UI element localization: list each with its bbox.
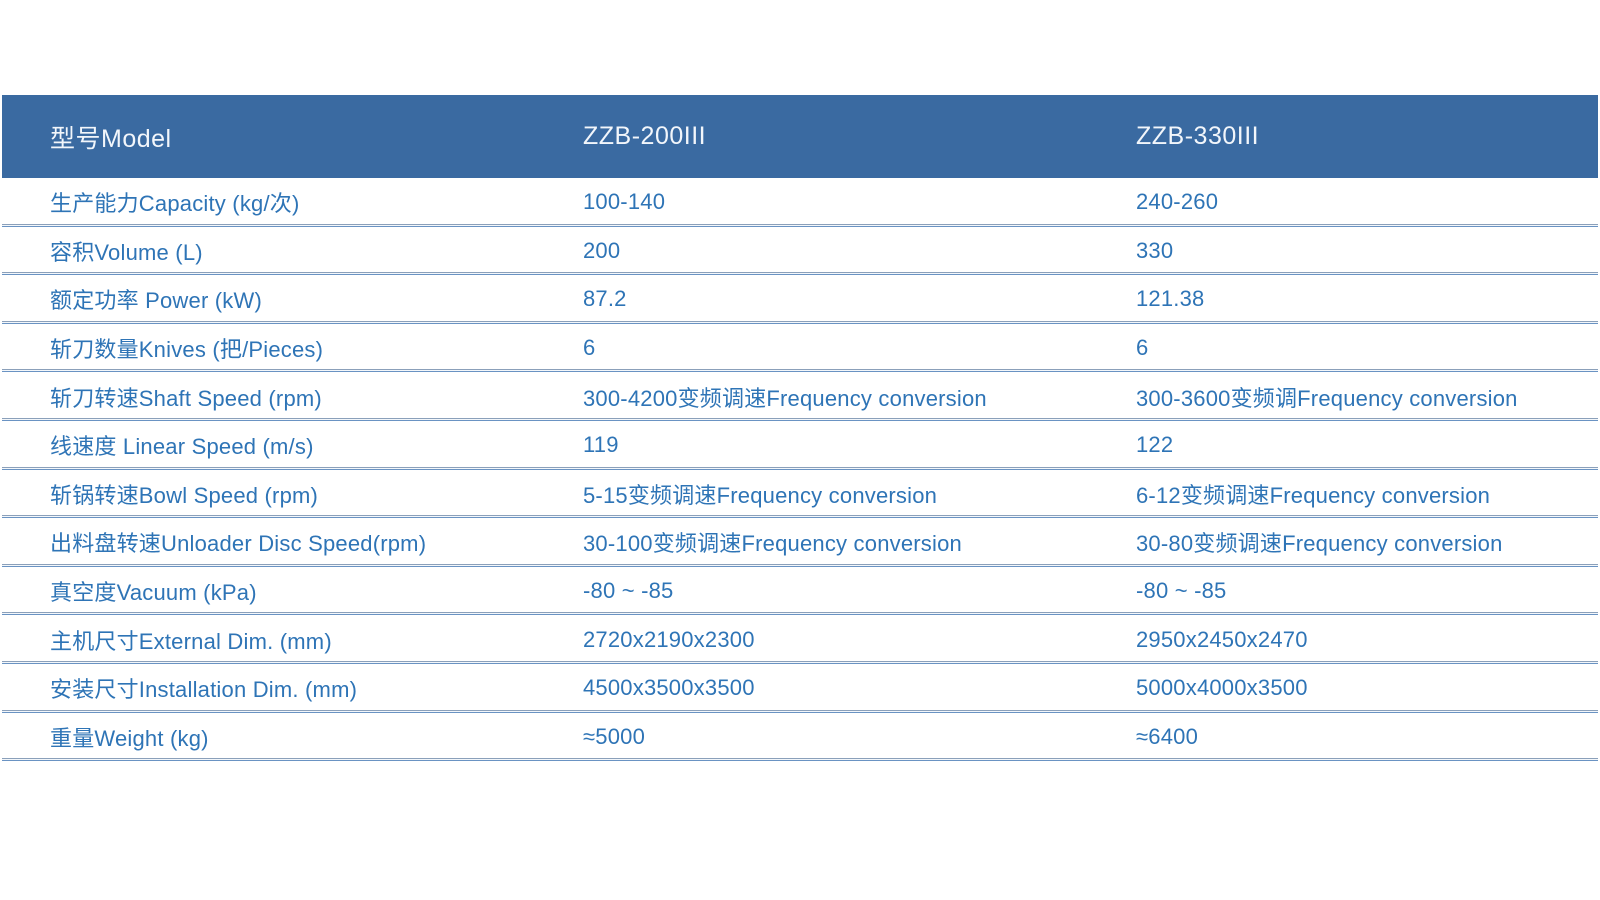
row-value-zzb330: -80 ~ -85 xyxy=(1136,578,1227,604)
table-row: 重量Weight (kg) ≈5000 ≈6400 xyxy=(2,712,1598,762)
row-label: 斩刀数量Knives (把/Pieces) xyxy=(50,337,324,363)
row-value-zzb200: 2720x2190x2300 xyxy=(583,626,755,652)
row-value-zzb200: -80 ~ -85 xyxy=(583,578,674,604)
table-row: 斩锅转速Bowl Speed (rpm) 5-15变频调速Frequency c… xyxy=(2,469,1598,519)
row-label: 生产能力Capacity (kg/次) xyxy=(50,191,300,217)
row-label: 斩刀转速Shaft Speed (rpm) xyxy=(50,385,322,411)
row-value-zzb330: 240-260 xyxy=(1136,189,1219,215)
row-value-zzb200: 119 xyxy=(583,432,619,458)
row-value-zzb330: 330 xyxy=(1136,237,1174,263)
row-label: 容积Volume (L) xyxy=(50,239,203,265)
table-row: 额定功率 Power (kW) 87.2 121.38 xyxy=(2,275,1598,324)
row-label: 重量Weight (kg) xyxy=(50,725,209,751)
table-row: 生产能力Capacity (kg/次) 100-140 240-260 xyxy=(2,178,1598,227)
row-value-zzb330: 6 xyxy=(1136,335,1149,361)
table-row: 线速度 Linear Speed (m/s) 119 122 xyxy=(2,420,1598,470)
row-label: 线速度 Linear Speed (m/s) xyxy=(50,434,314,460)
table-row: 安装尺寸Installation Dim. (mm) 4500x3500x350… xyxy=(2,663,1598,713)
table-row: 容积Volume (L) 200 330 xyxy=(2,226,1598,276)
spec-table: 型号Model ZZB-200III ZZB-330III 生产能力Capaci… xyxy=(2,95,1598,762)
row-value-zzb330: 122 xyxy=(1136,432,1174,458)
row-label: 安装尺寸Installation Dim. (mm) xyxy=(50,677,358,703)
row-value-zzb200: 100-140 xyxy=(583,189,666,215)
row-value-zzb200: 6 xyxy=(583,335,596,361)
header-zzb330-label: ZZB-330III xyxy=(1136,122,1260,150)
header-zzb200-label: ZZB-200III xyxy=(583,122,707,150)
table-row: 出料盘转速Unloader Disc Speed(rpm) 30-100变频调速… xyxy=(2,518,1598,567)
row-value-zzb200: ≈5000 xyxy=(583,723,646,749)
table-row: 真空度Vacuum (kPa) -80 ~ -85 -80 ~ -85 xyxy=(2,566,1598,616)
row-label: 真空度Vacuum (kPa) xyxy=(50,580,257,606)
row-value-zzb200: 87.2 xyxy=(583,286,627,312)
header-model-label: 型号Model xyxy=(50,124,172,153)
row-label: 斩锅转速Bowl Speed (rpm) xyxy=(50,482,319,508)
row-value-zzb330: 30-80变频调速Frequency conversion xyxy=(1136,531,1503,557)
row-value-zzb330: 121.38 xyxy=(1136,286,1205,312)
row-value-zzb200: 200 xyxy=(583,237,621,263)
row-value-zzb330: 300-3600变频调Frequency conversion xyxy=(1136,385,1518,411)
row-label: 额定功率 Power (kW) xyxy=(50,288,263,314)
row-value-zzb200: 300-4200变频调速Frequency conversion xyxy=(583,385,987,411)
table-row: 主机尺寸External Dim. (mm) 2720x2190x2300 29… xyxy=(2,615,1598,664)
row-value-zzb330: ≈6400 xyxy=(1136,723,1199,749)
row-value-zzb330: 6-12变频调速Frequency conversion xyxy=(1136,482,1491,508)
row-value-zzb200: 4500x3500x3500 xyxy=(583,675,755,701)
row-label: 主机尺寸External Dim. (mm) xyxy=(50,628,332,654)
row-value-zzb200: 30-100变频调速Frequency conversion xyxy=(583,531,962,557)
row-label: 出料盘转速Unloader Disc Speed(rpm) xyxy=(50,531,427,557)
table-header-row: 型号Model ZZB-200III ZZB-330III xyxy=(2,95,1598,178)
table-row: 斩刀转速Shaft Speed (rpm) 300-4200变频调速Freque… xyxy=(2,372,1598,421)
row-value-zzb200: 5-15变频调速Frequency conversion xyxy=(583,482,938,508)
row-value-zzb330: 5000x4000x3500 xyxy=(1136,675,1308,701)
table-row: 斩刀数量Knives (把/Pieces) 6 6 xyxy=(2,323,1598,373)
row-value-zzb330: 2950x2450x2470 xyxy=(1136,626,1308,652)
